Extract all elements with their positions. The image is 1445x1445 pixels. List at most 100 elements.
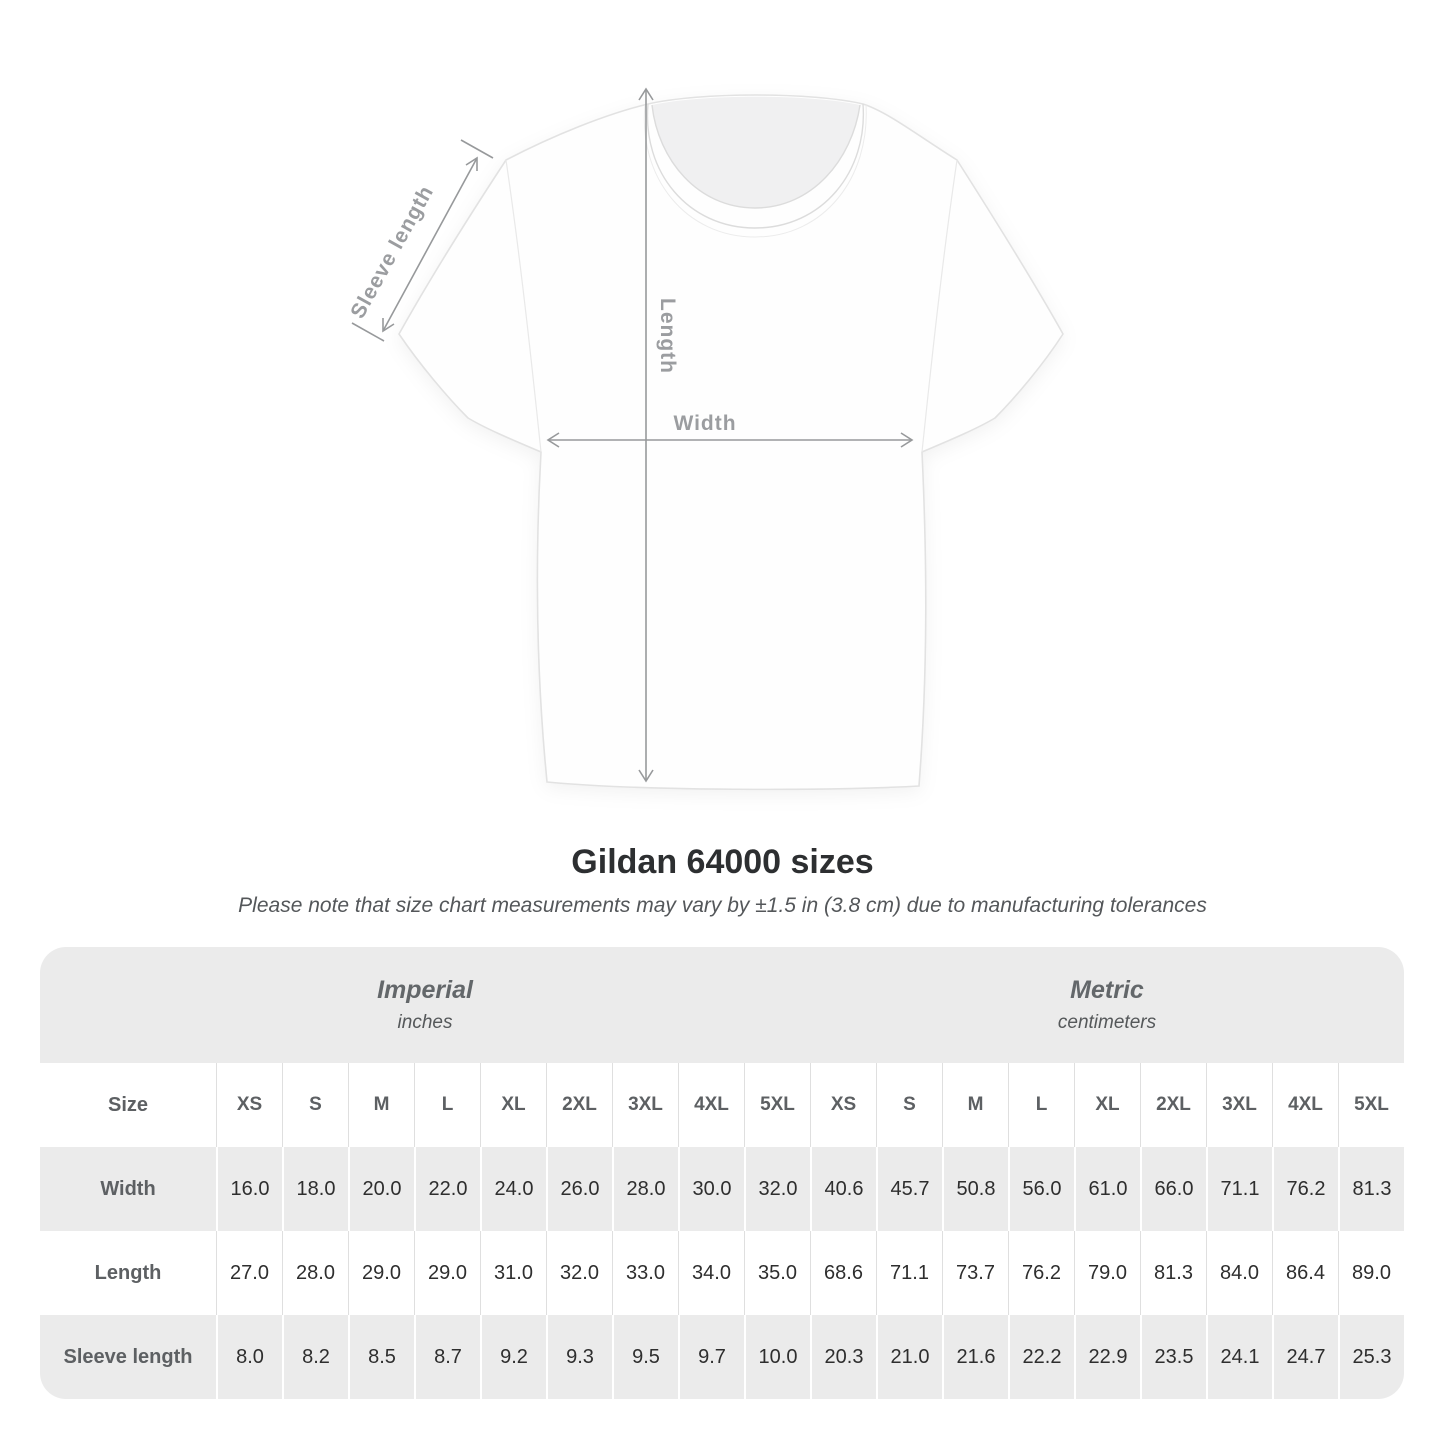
value-cell: 22.0 [414,1147,480,1231]
value-cell: 45.7 [876,1147,942,1231]
size-cell: 2XL [546,1063,612,1147]
value-cell: 34.0 [678,1231,744,1315]
value-cell: 22.2 [1008,1315,1074,1399]
value-cell: 40.6 [810,1147,876,1231]
size-cell: 5XL [744,1063,810,1147]
value-cell: 18.0 [282,1147,348,1231]
metric-unit: centimeters [1057,1012,1157,1033]
value-cell: 73.7 [942,1231,1008,1315]
value-cell: 24.1 [1206,1315,1272,1399]
imperial-unit: inches [397,1012,453,1033]
value-cell: 16.0 [216,1147,282,1231]
measurement-row-sleeve: Sleeve length 8.0 8.2 8.5 8.7 9.2 9.3 9.… [40,1315,1404,1399]
value-cell: 50.8 [942,1147,1008,1231]
value-cell: 28.0 [612,1147,678,1231]
collar-stitch-seam [643,104,867,238]
unit-header-imperial: Imperial inches [40,947,810,1063]
value-cell: 81.3 [1338,1147,1404,1231]
value-cell: 20.3 [810,1315,876,1399]
right-sleeve-seam [921,159,958,453]
value-cell: 56.0 [1008,1147,1074,1231]
value-cell: 32.0 [744,1147,810,1231]
value-cell: 76.2 [1008,1231,1074,1315]
length-arrow [638,87,654,783]
size-column-header: Size [107,1093,149,1116]
value-cell: 31.0 [480,1231,546,1315]
unit-header-row: Imperial inches Metric centimeters [40,947,1404,1063]
size-cell: 3XL [612,1063,678,1147]
width-label: Width [673,412,736,435]
size-cell: XL [480,1063,546,1147]
value-cell: 29.0 [348,1231,414,1315]
size-cell: XS [216,1063,282,1147]
size-cell: L [1008,1063,1074,1147]
value-cell: 30.0 [678,1147,744,1231]
value-cell: 23.5 [1140,1315,1206,1399]
width-arrow [546,432,914,448]
value-cell: 68.6 [810,1231,876,1315]
value-cell: 76.2 [1272,1147,1338,1231]
value-cell: 33.0 [612,1231,678,1315]
value-cell: 9.2 [480,1315,546,1399]
size-cell: 4XL [1272,1063,1338,1147]
value-cell: 71.1 [1206,1147,1272,1231]
value-cell: 89.0 [1338,1231,1404,1315]
row-label: Width [100,1177,156,1200]
row-label: Length [94,1261,162,1284]
value-cell: 21.0 [876,1315,942,1399]
left-sleeve-seam [505,159,542,453]
metric-label: Metric [1070,976,1144,1004]
value-cell: 8.5 [348,1315,414,1399]
measurement-row-width: Width 16.0 18.0 20.0 22.0 24.0 26.0 28.0… [40,1147,1404,1231]
value-cell: 8.2 [282,1315,348,1399]
value-cell: 8.0 [216,1315,282,1399]
value-cell: 9.5 [612,1315,678,1399]
neck-opening [652,96,860,208]
value-cell: 25.3 [1338,1315,1404,1399]
size-cell: L [414,1063,480,1147]
size-table: Imperial inches Metric centimeters Size … [40,947,1404,1399]
tshirt-illustration [398,94,1064,791]
tshirt-measurement-diagram: Sleeve length Length Width [346,87,1064,791]
size-cell: 5XL [1338,1063,1404,1147]
value-cell: 32.0 [546,1231,612,1315]
size-cell: S [876,1063,942,1147]
value-cell: 66.0 [1140,1147,1206,1231]
size-cell: 2XL [1140,1063,1206,1147]
value-cell: 61.0 [1074,1147,1140,1231]
value-cell: 21.6 [942,1315,1008,1399]
value-cell: 26.0 [546,1147,612,1231]
value-cell: 9.3 [546,1315,612,1399]
value-cell: 9.7 [678,1315,744,1399]
value-cell: 29.0 [414,1231,480,1315]
size-chart-note: Please note that size chart measurements… [238,894,1207,917]
size-cell: 4XL [678,1063,744,1147]
length-label: Length [656,298,679,374]
collar-inner-edge [651,104,861,209]
size-cell: XS [810,1063,876,1147]
value-cell: 79.0 [1074,1231,1140,1315]
measurement-row-length: Length 27.0 28.0 29.0 29.0 31.0 32.0 33.… [40,1231,1404,1315]
value-cell: 10.0 [744,1315,810,1399]
value-cell: 81.3 [1140,1231,1206,1315]
value-cell: 28.0 [282,1231,348,1315]
size-cell: S [282,1063,348,1147]
value-cell: 22.9 [1074,1315,1140,1399]
imperial-label: Imperial [377,976,473,1004]
size-cell: 3XL [1206,1063,1272,1147]
size-chart-title: Gildan 64000 sizes [571,843,874,881]
size-cell: M [942,1063,1008,1147]
value-cell: 86.4 [1272,1231,1338,1315]
value-cell: 71.1 [876,1231,942,1315]
sleeve-length-arrow [351,139,494,342]
unit-header-metric: Metric centimeters [810,947,1404,1063]
value-cell: 84.0 [1206,1231,1272,1315]
size-cell: M [348,1063,414,1147]
value-cell: 35.0 [744,1231,810,1315]
value-cell: 24.7 [1272,1315,1338,1399]
value-cell: 24.0 [480,1147,546,1231]
row-label: Sleeve length [63,1345,193,1368]
size-cell: XL [1074,1063,1140,1147]
collar-outer-edge [646,103,865,229]
value-cell: 8.7 [414,1315,480,1399]
